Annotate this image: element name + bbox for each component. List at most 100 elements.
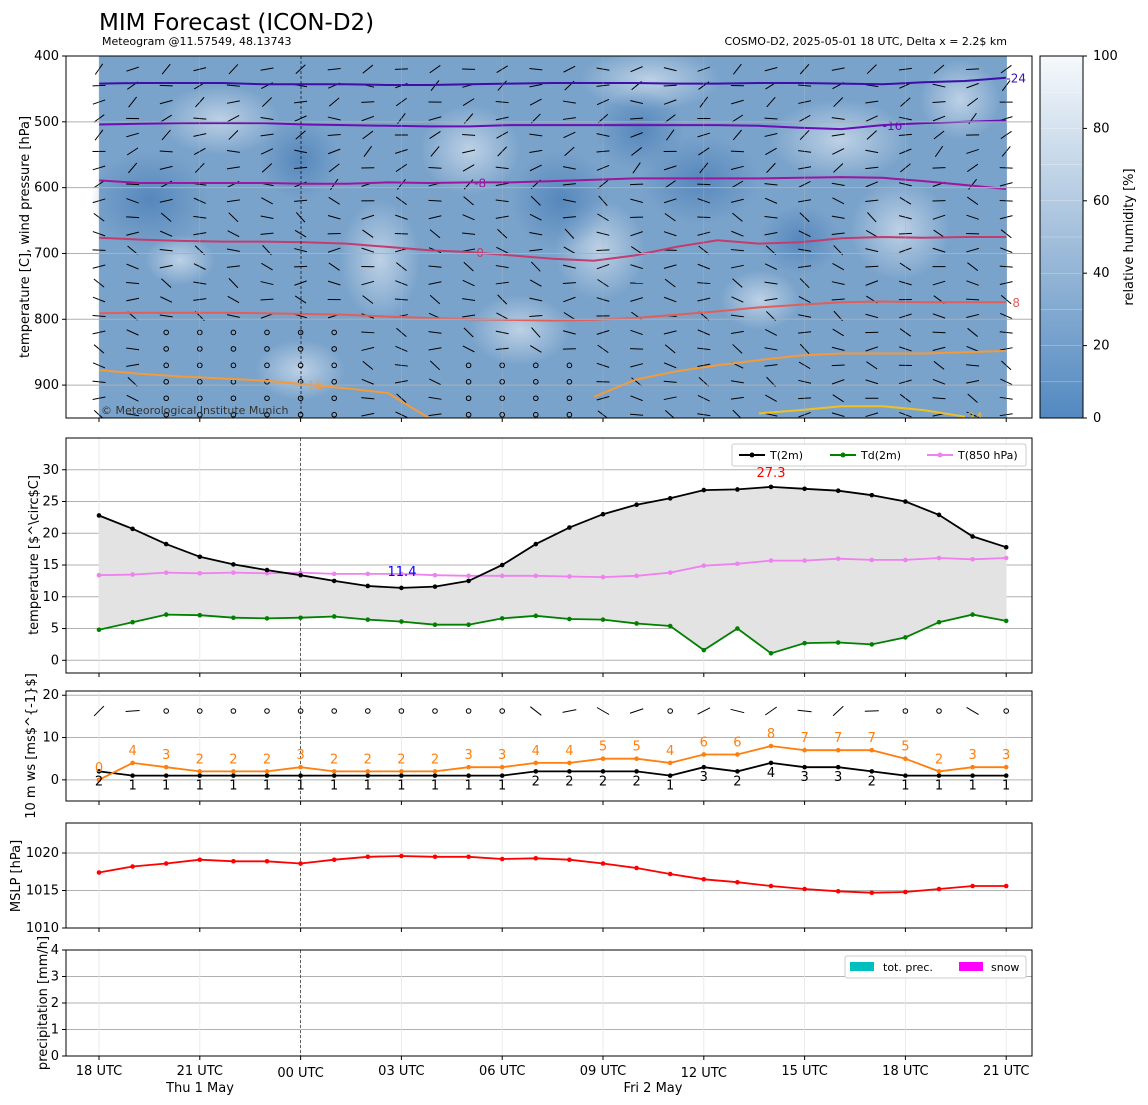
t2m-point: [802, 486, 807, 492]
mslp-point: [264, 858, 270, 864]
calm-wind-marker: [331, 708, 338, 714]
t2m-td-fill: [99, 486, 1007, 654]
t2m-point: [432, 584, 438, 589]
t850-point: [701, 563, 707, 568]
colorbar-tick-label: 60: [1093, 194, 1110, 209]
calm-wind-marker: [331, 395, 338, 402]
calm-wind-marker: [1003, 708, 1010, 714]
wind-barb: [260, 67, 274, 71]
wind-barb: [429, 131, 441, 139]
wind-speed-point: [903, 773, 908, 778]
wind-barb: [966, 214, 979, 220]
profile-y-tick-label: 800: [34, 312, 59, 327]
wind-barb: [563, 65, 576, 73]
y-tick-label: 30: [42, 463, 59, 478]
wind-barb: [832, 328, 845, 337]
td2m-point: [298, 615, 303, 621]
humidity-dark-patch: [90, 150, 210, 250]
gust-point: [399, 769, 404, 774]
wind-barb: [529, 706, 542, 716]
wind-barb: [933, 130, 945, 140]
wind-barb: [228, 64, 239, 75]
y-tick-label: 1010: [26, 921, 59, 936]
wind-barb: [730, 396, 744, 400]
gust-value-label: 3: [162, 748, 170, 763]
legend-label-t850: T(850 hPa): [957, 449, 1018, 462]
mslp-line: [98, 855, 1007, 894]
humidity-light-patch: [340, 200, 420, 320]
wind-barb: [764, 66, 778, 72]
wind-barb: [730, 249, 744, 252]
legend-marker-t2m: [749, 452, 755, 458]
wind-barb: [932, 280, 946, 286]
wind-barb: [128, 96, 137, 108]
gust-point: [499, 764, 505, 770]
wind-speed-point: [264, 773, 270, 778]
wind-barb: [663, 165, 677, 171]
calm-wind-marker: [533, 411, 539, 418]
td2m-point: [735, 626, 740, 631]
wind-barb: [934, 145, 944, 158]
wind-barb: [866, 64, 877, 75]
td2m-point: [399, 619, 404, 624]
wind-barb: [226, 150, 240, 153]
t850-point: [96, 572, 102, 578]
wind-barb: [529, 133, 543, 137]
mslp-point: [499, 856, 505, 862]
gust-value-label: 2: [935, 752, 943, 767]
wind-barb: [865, 149, 879, 154]
gust-point: [331, 769, 337, 774]
wind-barb: [966, 298, 980, 301]
isotherm-label: -16: [883, 119, 903, 133]
wind-barb: [731, 180, 744, 189]
wind-barb: [932, 397, 946, 400]
calm-wind-marker: [230, 395, 237, 402]
wind-barb: [663, 330, 677, 335]
wind-value-label: 1: [128, 779, 136, 794]
y-tick-label: 0: [51, 1049, 59, 1064]
wind-value-label: 2: [868, 774, 876, 789]
calm-wind-marker: [902, 708, 909, 714]
isotherm-line: [98, 119, 1007, 131]
calm-wind-marker: [264, 329, 270, 336]
wind-frame: [65, 690, 1033, 802]
calm-wind-marker: [163, 395, 169, 402]
t2m-point: [399, 585, 404, 591]
wind-speed-point: [735, 769, 740, 774]
calm-wind-marker: [230, 362, 237, 369]
wind-speed-point: [533, 769, 539, 774]
t2m-point: [533, 541, 539, 547]
wind-barb: [932, 83, 946, 88]
wind-barb: [730, 314, 744, 318]
time-axis: 18 UTC 21 UTC 00 UTC 03 UTC 06 UTC 09 UTC 12 U…: [76, 418, 1029, 1081]
wind-value-label: 1: [330, 779, 338, 794]
colorbar-tick-label: 80: [1093, 121, 1110, 136]
profile-frame: [65, 55, 1033, 419]
humidity-dark-patch: [260, 120, 340, 200]
wind-barb: [831, 232, 845, 235]
wind-speed-point: [634, 769, 639, 774]
wind-barb: [562, 282, 576, 284]
wind-barb: [261, 197, 273, 205]
x-tick-label: 21 UTC: [983, 1064, 1029, 1079]
legend-label-td2m: Td(2m): [860, 449, 901, 462]
wind-barb: [327, 134, 341, 136]
gust-point: [1003, 764, 1009, 770]
wind-speed-point: [567, 769, 572, 774]
wind-barb: [261, 262, 273, 271]
wind-speed-point: [298, 773, 303, 778]
t850-point: [634, 573, 639, 579]
figure-title: MIM Forecast (ICON-D2): [99, 10, 374, 36]
wind-barb: [865, 412, 879, 418]
calm-wind-marker: [331, 346, 338, 352]
wind-barb: [530, 195, 541, 206]
t850-point: [331, 571, 337, 577]
wind-barb: [159, 198, 173, 203]
wind-barb: [831, 133, 845, 137]
wind-barb: [159, 150, 173, 153]
legend-label-snow: snow: [991, 961, 1019, 974]
wind-barb: [160, 230, 173, 237]
wind-barb: [160, 296, 173, 303]
gust-value-label: 2: [196, 752, 204, 767]
t850-point: [499, 573, 505, 579]
